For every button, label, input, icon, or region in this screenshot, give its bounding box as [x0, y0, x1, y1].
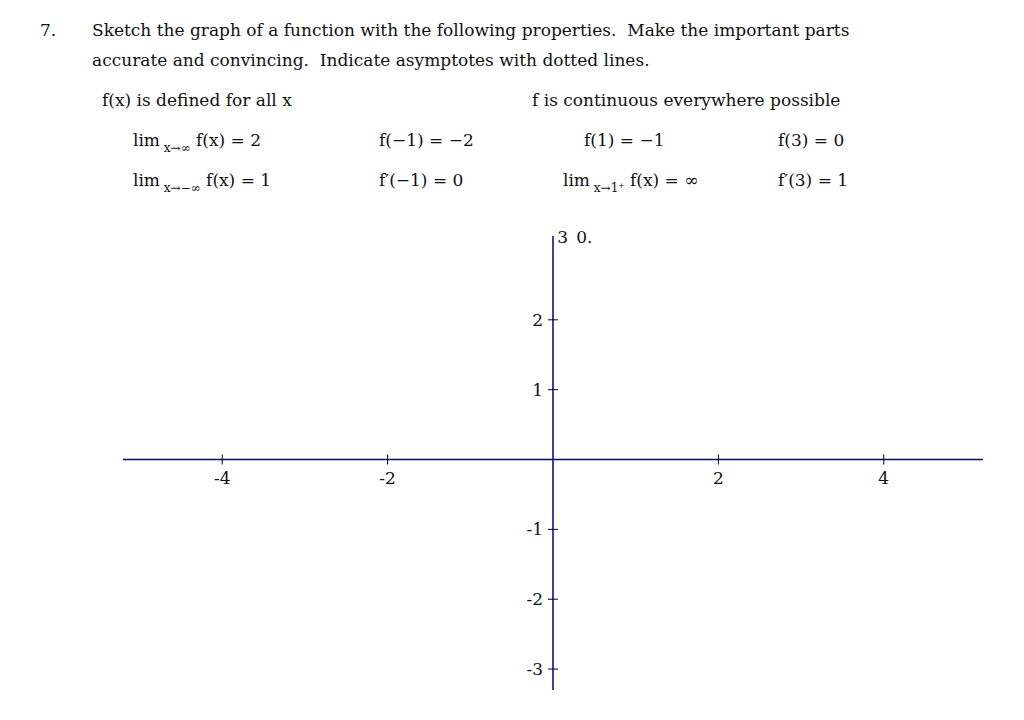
chart: 7. Sketch the graph of a function with th…	[0, 0, 1024, 720]
y-tick	[548, 529, 558, 530]
axes: -4 -2 2 4 -3 -2 -1 1 2 3 0.	[123, 227, 983, 690]
x-tick	[387, 455, 388, 465]
y-tick	[548, 389, 558, 390]
x-tick	[222, 455, 223, 465]
equation-text: f(1) = −1	[584, 130, 664, 150]
x-tick-label: 2	[713, 468, 724, 488]
header: 7. Sketch the graph of a function with th…	[40, 20, 849, 195]
x-tick	[718, 455, 719, 465]
property-text: f(x) is defined for all x	[102, 90, 292, 110]
equation-text: f′(−1) = 0	[379, 170, 463, 190]
y-axis-line	[552, 236, 554, 690]
y-tick	[548, 319, 558, 320]
axis-annotation: 3	[557, 227, 568, 247]
equation-text: f(−1) = −2	[379, 130, 474, 150]
y-tick	[548, 669, 558, 670]
x-tick-label: -4	[214, 468, 231, 488]
y-tick-label: 1	[532, 380, 543, 400]
y-tick-label: -2	[526, 589, 543, 609]
equation-text: f′(3) = 1	[778, 170, 848, 190]
equation-text: lim x→1⁺ f(x) = ∞	[563, 170, 698, 195]
y-tick	[548, 599, 558, 600]
equation-text: lim x→−∞ f(x) = 1	[133, 170, 271, 195]
x-tick	[883, 455, 884, 465]
instruction-text: accurate and convincing. Indicate asympt…	[92, 50, 650, 70]
instruction-text: Sketch the graph of a function with the …	[92, 20, 849, 40]
axis-annotation: 0.	[576, 227, 592, 247]
equation-text: lim x→∞ f(x) = 2	[133, 130, 261, 155]
property-text: f is continuous everywhere possible	[532, 90, 840, 110]
y-tick-label: 2	[532, 310, 543, 330]
y-tick-label: -3	[526, 659, 543, 679]
y-tick-label: -1	[526, 519, 543, 539]
problem-number: 7.	[40, 20, 56, 40]
x-tick-label: 4	[878, 468, 889, 488]
equation-text: f(3) = 0	[778, 130, 844, 150]
x-tick-label: -2	[379, 468, 396, 488]
